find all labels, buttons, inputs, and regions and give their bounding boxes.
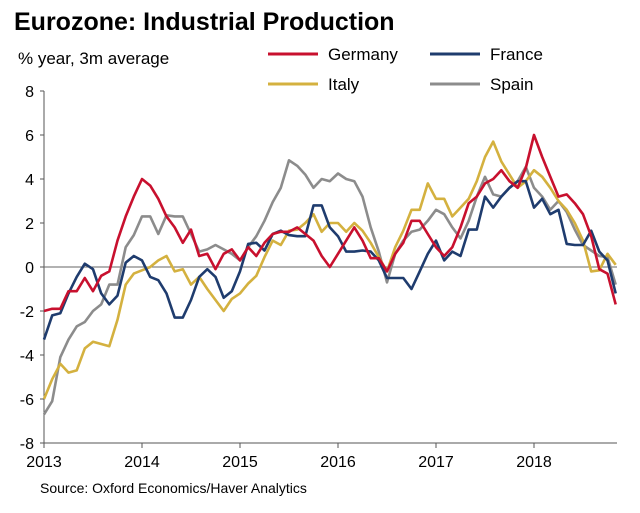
x-tick-label: 2015 [222, 454, 258, 471]
y-tick-label: -4 [20, 348, 34, 365]
series-lines [42, 133, 617, 416]
legend-label-france: France [490, 45, 543, 64]
y-tick-label: -6 [20, 392, 34, 409]
x-tick-label: 2014 [124, 454, 160, 471]
series-line-italy [42, 140, 617, 400]
y-tick-label: 0 [25, 260, 34, 277]
x-tick-label: 2017 [418, 454, 454, 471]
y-tick-label: 6 [25, 128, 34, 145]
x-tick-label: 2013 [26, 454, 62, 471]
legend-label-italy: Italy [328, 75, 360, 94]
series-line-germany [43, 133, 617, 313]
series-line-spain [42, 159, 617, 416]
x-tick-label: 2016 [320, 454, 356, 471]
x-tick-label: 2018 [516, 454, 552, 471]
legend: Germany France Italy Spain [268, 45, 543, 94]
y-tick-label: -8 [20, 436, 34, 453]
legend-label-germany: Germany [328, 45, 398, 64]
y-tick-label: 2 [25, 216, 34, 233]
chart-title: Eurozone: Industrial Production [14, 8, 395, 36]
y-tick-label: 4 [25, 172, 34, 189]
source-note: Source: Oxford Economics/Haver Analytics [40, 480, 307, 496]
y-tick-label: 8 [25, 84, 34, 101]
chart-subtitle: % year, 3m average [18, 49, 169, 68]
y-tick-label: -2 [20, 304, 34, 321]
legend-label-spain: Spain [490, 75, 533, 94]
